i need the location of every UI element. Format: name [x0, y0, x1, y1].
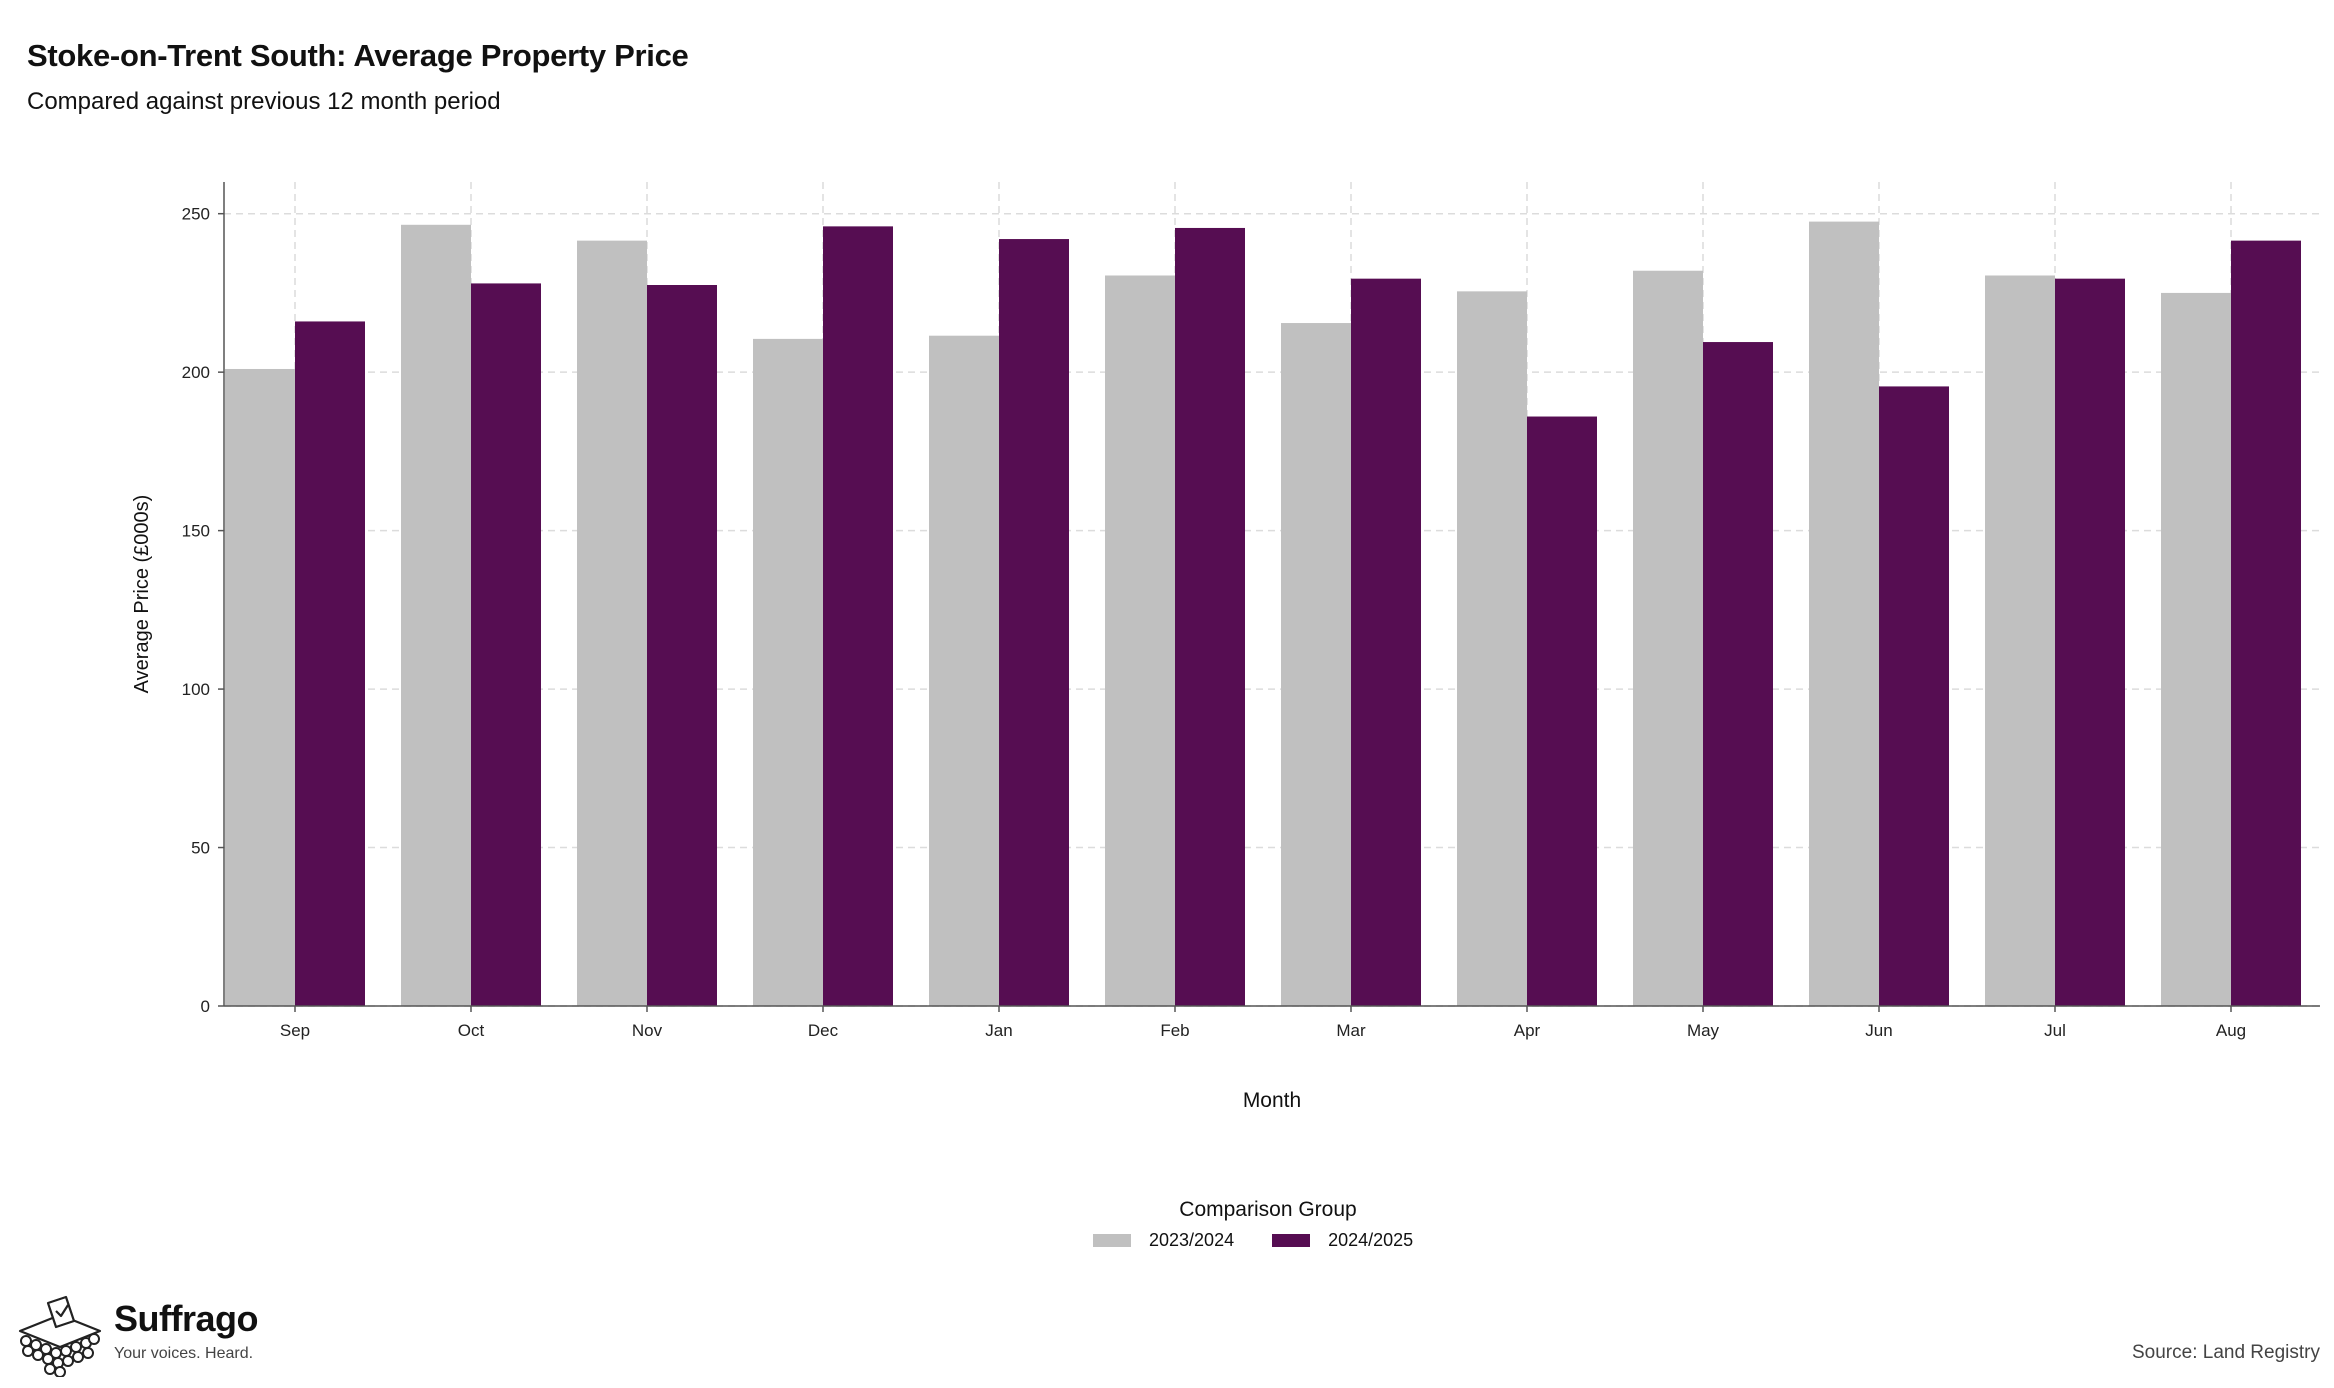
- y-tick-label: 200: [182, 363, 210, 382]
- y-tick-label: 0: [201, 997, 210, 1016]
- y-tick-label: 50: [191, 839, 210, 858]
- x-tick-label: Feb: [1160, 1021, 1189, 1040]
- x-tick-label: Apr: [1514, 1021, 1541, 1040]
- bar-oct-2023-2024: [401, 224, 471, 1007]
- bar-dec-2023-2024: [753, 338, 823, 1006]
- bar-feb-2024-2025: [1175, 227, 1245, 1006]
- y-tick-label: 150: [182, 522, 210, 541]
- bar-nov-2023-2024: [577, 240, 647, 1007]
- x-tick-label: Nov: [632, 1021, 663, 1040]
- x-tick-label: Jun: [1865, 1021, 1892, 1040]
- brand-logo: Suffrago Your voices. Heard.: [14, 1295, 259, 1382]
- x-tick-label: Oct: [458, 1021, 485, 1040]
- brand-tagline: Your voices. Heard.: [114, 1345, 254, 1362]
- bar-aug-2023-2024: [2161, 292, 2231, 1006]
- ballot-box-icon: [14, 1295, 106, 1382]
- legend-swatch: [1272, 1234, 1311, 1247]
- x-tick-label: Mar: [1336, 1021, 1366, 1040]
- x-axis-title: Month: [1243, 1089, 1301, 1112]
- legend: Comparison Group 2023/2024 2024/2025: [1093, 1198, 1433, 1251]
- legend-swatch: [1093, 1234, 1131, 1247]
- x-tick-label: Sep: [280, 1021, 310, 1040]
- chart-subtitle: Compared against previous 12 month perio…: [27, 88, 501, 115]
- bar-oct-2024-2025: [471, 283, 541, 1006]
- bar-sep-2023-2024: [225, 368, 295, 1006]
- chart-title: Stoke-on-Trent South: Average Property P…: [27, 38, 689, 73]
- bar-jun-2024-2025: [1879, 386, 1949, 1006]
- bar-apr-2023-2024: [1457, 291, 1527, 1006]
- bar-chart: 0 50 100 150 200 250 Sep Oct Nov Dec Jan Feb Mar Apr M…: [131, 182, 2320, 1112]
- y-tick-label: 250: [182, 205, 210, 224]
- x-tick-label: Jul: [2044, 1021, 2066, 1040]
- bar-sep-2024-2025: [295, 321, 365, 1006]
- bar-jul-2024-2025: [2055, 278, 2125, 1007]
- x-tick-label: May: [1687, 1021, 1720, 1040]
- bar-dec-2024-2025: [823, 226, 893, 1006]
- legend-item-2024-2025: 2024/2025: [1272, 1230, 1413, 1251]
- bar-jul-2023-2024: [1985, 275, 2055, 1006]
- bar-nov-2024-2025: [647, 285, 717, 1006]
- bar-mar-2023-2024: [1281, 323, 1351, 1006]
- legend-title: Comparison Group: [1179, 1198, 1357, 1221]
- bar-jan-2024-2025: [999, 239, 1069, 1007]
- legend-label: 2023/2024: [1149, 1230, 1235, 1250]
- bar-jun-2023-2024: [1809, 221, 1879, 1007]
- x-tick-label: Dec: [808, 1021, 839, 1040]
- legend-label: 2024/2025: [1328, 1230, 1414, 1250]
- bar-mar-2024-2025: [1351, 278, 1421, 1007]
- brand-name: Suffrago: [114, 1298, 259, 1339]
- bar-jan-2023-2024: [929, 335, 999, 1006]
- x-tick-label: Aug: [2216, 1021, 2246, 1040]
- legend-item-2023-2024: 2023/2024: [1093, 1230, 1234, 1251]
- bar-may-2024-2025: [1703, 342, 1773, 1006]
- y-axis-title: Average Price (£000s): [131, 495, 153, 694]
- bar-feb-2023-2024: [1105, 275, 1175, 1006]
- bar-aug-2024-2025: [2231, 240, 2301, 1007]
- bar-apr-2024-2025: [1527, 416, 1597, 1006]
- x-tick-label: Jan: [985, 1021, 1012, 1040]
- source-note: Source: Land Registry: [2132, 1342, 2320, 1363]
- bar-may-2023-2024: [1633, 270, 1703, 1006]
- y-tick-label: 100: [182, 680, 210, 699]
